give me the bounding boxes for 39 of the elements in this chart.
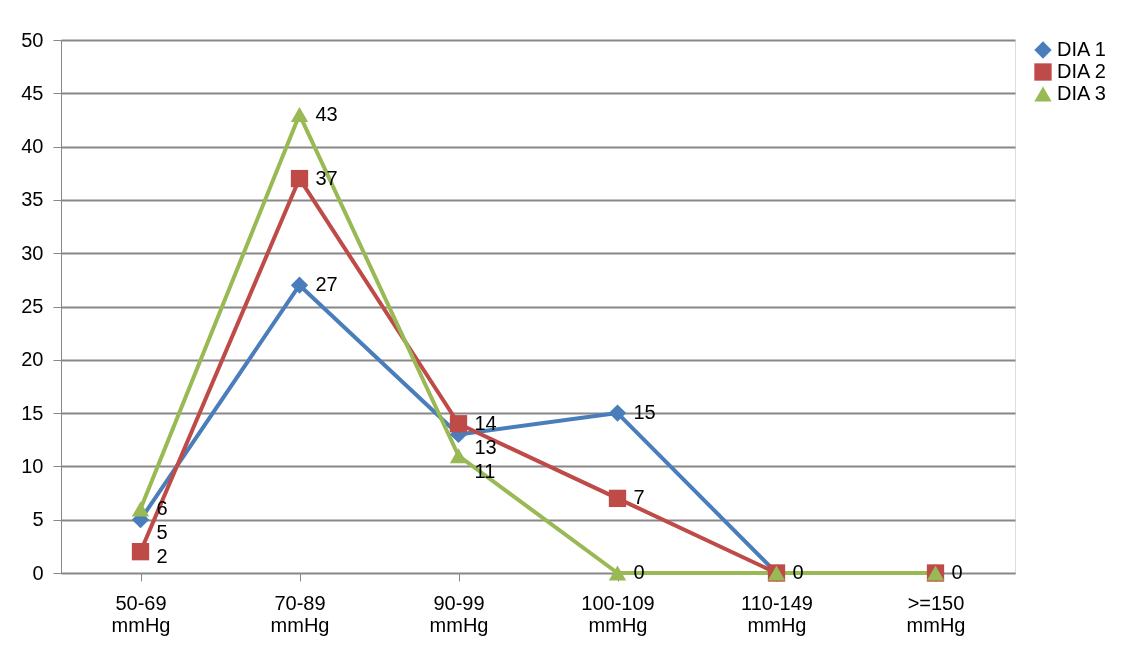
point bbox=[449, 448, 468, 464]
data-label: 0 bbox=[951, 561, 963, 583]
x-tick-label: 70-89 mmHg bbox=[270, 591, 330, 636]
point bbox=[608, 489, 627, 508]
y-tick-label: 25 bbox=[21, 295, 44, 317]
data-label: 43 bbox=[315, 102, 338, 125]
y-tick-label: 20 bbox=[21, 348, 44, 371]
point bbox=[608, 404, 627, 422]
y-tick-label: 30 bbox=[21, 241, 44, 264]
x-tick-label: 110-149 mmHg bbox=[741, 591, 813, 636]
data-label: 27 bbox=[315, 273, 338, 296]
data-label: 7 bbox=[633, 486, 645, 509]
x-tick-label: 100-109 mmHg bbox=[581, 591, 655, 636]
point bbox=[131, 543, 150, 561]
data-label: 5 bbox=[156, 521, 168, 544]
y-tick-label: 35 bbox=[21, 188, 44, 211]
point bbox=[290, 276, 309, 294]
x-tick-label: 50-69 mmHg bbox=[111, 591, 171, 636]
data-label: 14 bbox=[474, 411, 497, 434]
y-tick-label: 10 bbox=[21, 454, 44, 477]
point bbox=[608, 565, 627, 581]
point bbox=[290, 107, 309, 123]
data-label: 2 bbox=[156, 545, 168, 568]
y-tick-label: 0 bbox=[32, 561, 44, 584]
legend-label: DIA 1 bbox=[1057, 38, 1106, 60]
legend-label: DIA 2 bbox=[1057, 60, 1106, 82]
legend-label: DIA 3 bbox=[1057, 82, 1106, 104]
x-tick-label: 90-99 mmHg bbox=[429, 591, 489, 636]
data-label: 15 bbox=[633, 401, 656, 424]
x-tick-label: >=150 mmHg bbox=[906, 591, 966, 636]
y-tick-label: 50 bbox=[21, 28, 44, 51]
y-tick-label: 15 bbox=[21, 401, 44, 424]
point bbox=[449, 415, 468, 433]
y-tick-label: 40 bbox=[21, 135, 44, 158]
point bbox=[290, 169, 309, 188]
y-tick-label: 5 bbox=[32, 508, 44, 531]
data-label: 13 bbox=[474, 435, 497, 458]
y-tick-label: 45 bbox=[21, 81, 44, 104]
point bbox=[131, 501, 150, 517]
